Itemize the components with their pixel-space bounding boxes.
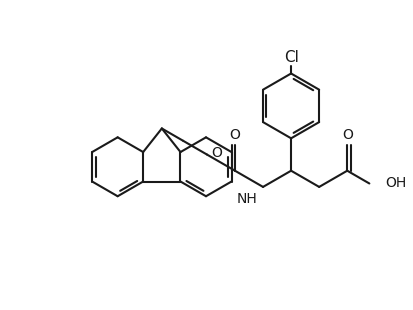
Text: OH: OH: [384, 176, 405, 190]
Text: O: O: [210, 145, 221, 160]
Text: Cl: Cl: [283, 50, 298, 65]
Text: O: O: [341, 128, 352, 142]
Text: O: O: [229, 128, 240, 142]
Text: NH: NH: [236, 192, 256, 206]
